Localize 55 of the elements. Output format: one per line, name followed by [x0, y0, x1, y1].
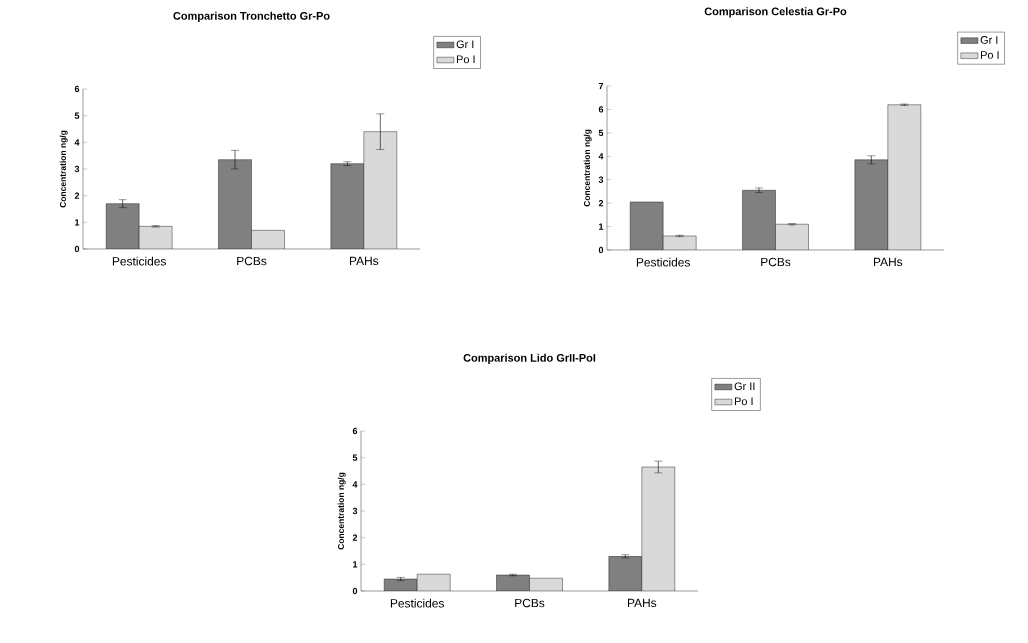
y-tick-label: 5	[74, 112, 80, 119]
bar	[854, 159, 889, 250]
bar	[106, 203, 140, 249]
chart-title: Comparison Lido GrII-PoI	[463, 353, 596, 364]
y-tick-label: 6	[74, 85, 80, 93]
bar	[630, 201, 664, 250]
y-tick-label: 5	[598, 129, 604, 136]
y-tick-label: 3	[352, 507, 358, 515]
y-tick-label: 5	[352, 454, 358, 461]
y-tick-label: 1	[75, 219, 80, 226]
y-tick-label: 2	[598, 200, 604, 207]
bar	[139, 226, 173, 249]
y-tick-label: 2	[352, 534, 358, 541]
bar	[218, 159, 252, 249]
y-tick-label: 4	[352, 481, 358, 488]
x-tick-label: PAHs	[349, 256, 379, 266]
legend-label: Po I	[980, 51, 999, 59]
x-tick-label: Pesticides	[390, 598, 444, 608]
x-tick-label: Pesticides	[636, 257, 690, 267]
y-tick-label: 1	[599, 223, 604, 230]
x-tick-label: PCBs	[237, 256, 267, 266]
y-tick-label: 1	[353, 561, 358, 568]
legend-label: Po I	[734, 397, 753, 406]
y-tick-label: 6	[598, 106, 604, 113]
y-axis-title: Concentration ng/g	[59, 130, 68, 208]
x-tick-label: PAHs	[627, 598, 657, 608]
bar	[608, 556, 643, 591]
x-tick-label: PAHs	[873, 257, 903, 267]
y-tick-label: 7	[598, 82, 604, 90]
y-axis-title: Concentration ng/g	[583, 129, 592, 207]
legend-label: Gr I	[456, 40, 474, 49]
y-tick-label: 3	[598, 176, 604, 183]
y-axis-title: Concentration ng/g	[337, 472, 346, 550]
y-tick-label: 0	[598, 246, 604, 254]
bar	[641, 466, 676, 591]
x-tick-label: Pesticides	[112, 256, 166, 266]
bar	[775, 224, 809, 250]
x-tick-label: PCBs	[761, 257, 791, 267]
y-tick-label: 4	[74, 139, 80, 146]
bar	[363, 131, 398, 249]
bar	[330, 163, 365, 249]
y-tick-label: 6	[352, 427, 358, 435]
chart-title: Comparison Celestia Gr-Po	[704, 7, 847, 18]
y-tick-label: 0	[74, 245, 80, 253]
legend-label: Gr I	[980, 36, 998, 44]
bar	[742, 190, 776, 250]
y-tick-label: 4	[598, 153, 604, 160]
y-tick-label: 2	[74, 192, 80, 199]
bar	[887, 104, 922, 250]
y-tick-label: 0	[352, 587, 358, 595]
y-tick-label: 3	[74, 165, 80, 173]
legend-label: Gr II	[734, 382, 755, 391]
legend-label: Po I	[456, 55, 475, 64]
x-tick-label: PCBs	[515, 598, 545, 608]
chart-title: Comparison Tronchetto Gr-Po	[173, 11, 330, 22]
